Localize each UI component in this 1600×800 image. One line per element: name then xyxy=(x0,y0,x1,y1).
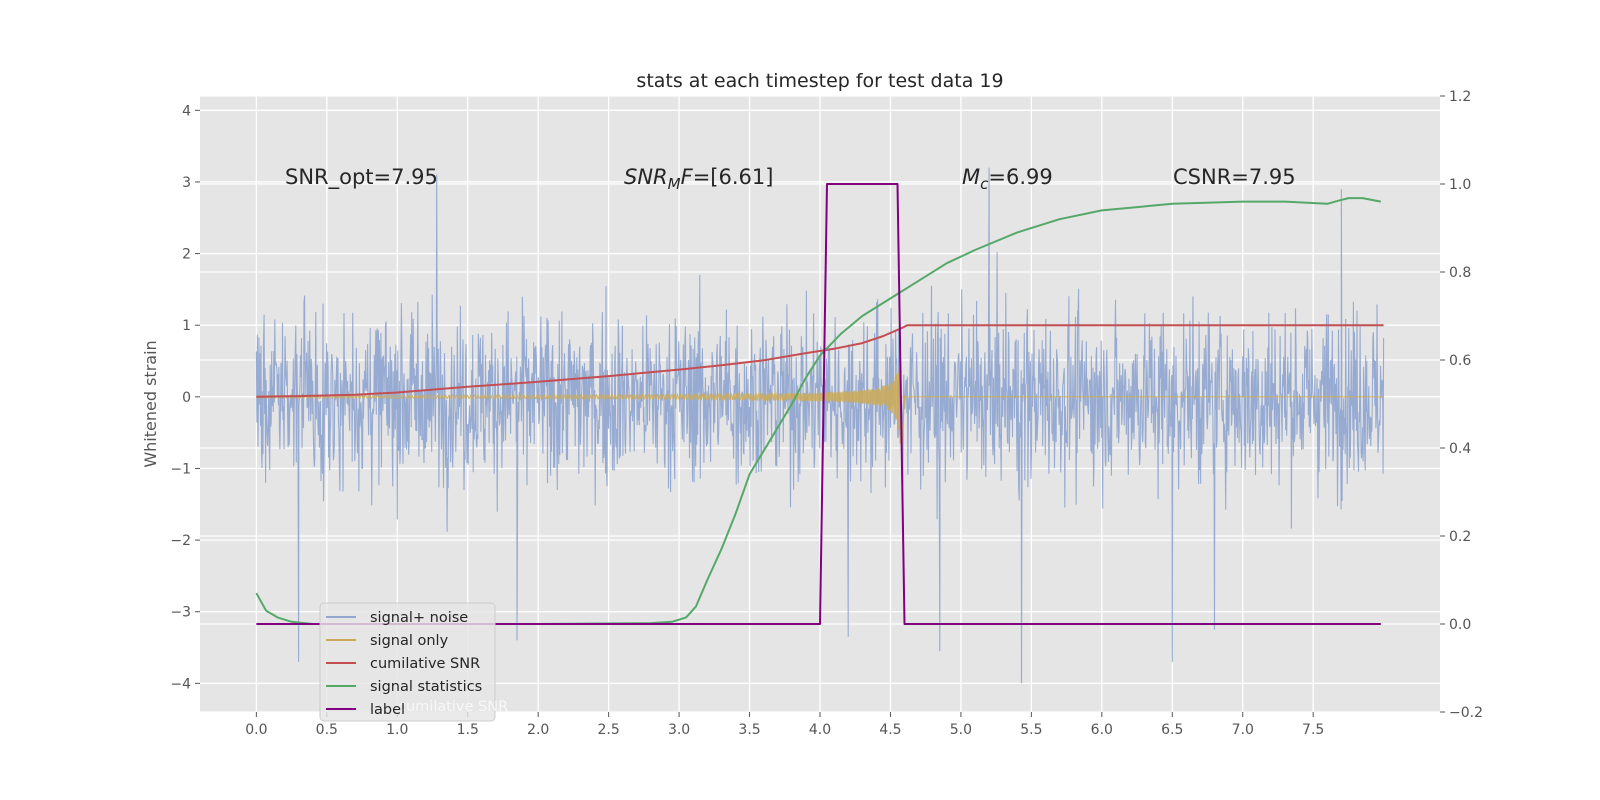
y2-tick-label: 0.0 xyxy=(1449,617,1471,633)
annotation-mc-value: =6.99 xyxy=(988,165,1052,189)
legend-label: signal statistics xyxy=(370,679,482,695)
x-tick-label: 5.5 xyxy=(1020,722,1042,738)
y2-tick-label: 0.2 xyxy=(1449,529,1471,545)
y2-tick-label: 1.2 xyxy=(1449,89,1471,105)
x-tick-label: 4.0 xyxy=(809,722,831,738)
y-tick-label: 1 xyxy=(182,318,191,334)
annotation-snr-mf-main: SNR xyxy=(624,165,668,189)
annotation-snr-opt: SNR_opt=7.95 xyxy=(285,165,438,190)
x-tick-label: 0.0 xyxy=(245,722,267,738)
legend-entry-signal-only: signal only xyxy=(326,633,449,649)
y-tick-label: −1 xyxy=(170,461,191,477)
axes-layer: 0.0 0.5 1.0 1.5 2.0 2.5 3.0 3.5 4.0 4.5 5.0 5.5 6.0 6… xyxy=(170,89,1483,738)
annotation-mc-sub: c xyxy=(980,175,989,193)
y-tick-label: −2 xyxy=(170,533,191,549)
y-tick-label: 3 xyxy=(182,175,191,191)
data-layer xyxy=(255,167,1385,684)
x-tick-label: 3.0 xyxy=(668,722,690,738)
y2-tick-label: 0.4 xyxy=(1449,441,1471,457)
legend-label: signal only xyxy=(370,633,449,649)
annotation-snr-mf-value: =[6.61] xyxy=(693,165,774,189)
legend-box xyxy=(319,602,496,722)
annotation-csnr: CSNR=7.95 xyxy=(1173,165,1296,189)
legend-entry-signal-statistics: signal statistics xyxy=(326,679,482,695)
y-tick-label: −4 xyxy=(170,676,191,692)
x-tick-label: 7.0 xyxy=(1232,722,1254,738)
legend-entry-signal-noise: signal+ noise xyxy=(326,610,468,626)
x-tick-label: 2.0 xyxy=(527,722,549,738)
x-tick-label: 1.5 xyxy=(457,722,479,738)
legend: cumilative SNR signal+ noise signal only c… xyxy=(319,602,508,722)
y2-tick-label: 0.6 xyxy=(1449,353,1471,369)
series-signal-noise-line xyxy=(255,167,1385,684)
y-axis-label: Whitened strain xyxy=(141,340,160,467)
chart-title: stats at each timestep for test data 19 xyxy=(636,70,1003,92)
x-tick-label: 3.5 xyxy=(738,722,760,738)
series-label-line xyxy=(256,183,1381,625)
legend-entries: signal+ noise signal only cumilative SNR si… xyxy=(326,610,482,718)
y-tick-label: 2 xyxy=(182,247,191,263)
x-tick-label: 7.5 xyxy=(1302,722,1324,738)
y2-tick-label: 0.8 xyxy=(1449,265,1471,281)
annotation-snr-mf: SNRMF=[6.61] xyxy=(624,165,773,193)
annotation-snr-mf-sub: M xyxy=(668,175,681,193)
y-tick-label: −3 xyxy=(170,605,191,621)
x-tick-label: 6.0 xyxy=(1091,722,1113,738)
x-tick-label: 5.0 xyxy=(950,722,972,738)
x-tick-label: 1.0 xyxy=(386,722,408,738)
series-cumulative-snr-line xyxy=(256,324,1384,398)
x-tick-label: 6.5 xyxy=(1161,722,1183,738)
x-tick-label: 2.5 xyxy=(598,722,620,738)
legend-ghost-text: cumilative SNR xyxy=(398,699,508,715)
legend-label: signal+ noise xyxy=(370,610,468,626)
annotation-mc: Mc=6.99 xyxy=(962,165,1053,193)
x-tick-label: 4.5 xyxy=(879,722,901,738)
legend-label: cumilative SNR xyxy=(370,656,480,672)
annotation-snr-mf-rest: F xyxy=(681,165,694,189)
annotations: SNR_opt=7.95 SNRMF=[6.61] Mc=6.99 CSNR=7… xyxy=(285,165,1296,193)
annotation-mc-main: M xyxy=(962,165,980,189)
x-tick-label: 0.5 xyxy=(316,722,338,738)
y2-tick-label: 1.0 xyxy=(1449,177,1471,193)
y2-tick-label: −0.2 xyxy=(1449,705,1483,721)
legend-entry-cumulative-snr: cumilative SNR xyxy=(326,656,480,672)
y-tick-label: 0 xyxy=(182,390,191,406)
y-tick-label: 4 xyxy=(182,103,191,119)
legend-label: label xyxy=(370,702,405,718)
legend-entry-label: label xyxy=(326,702,405,718)
